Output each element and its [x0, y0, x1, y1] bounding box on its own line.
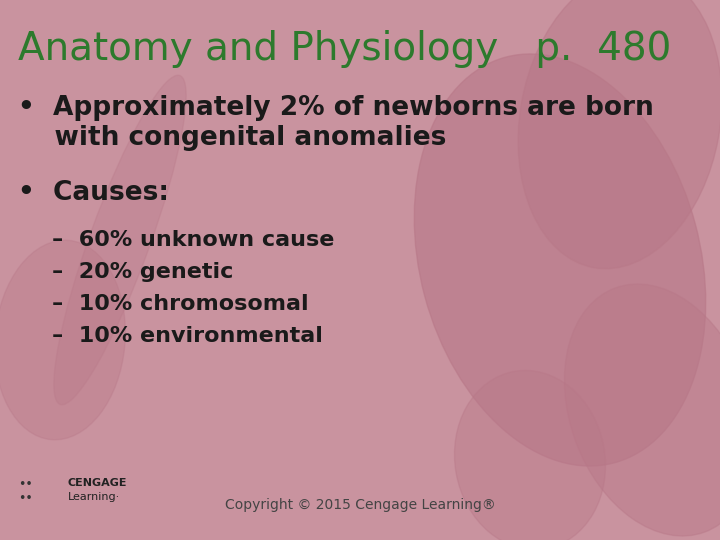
Text: Learning·: Learning· — [68, 492, 120, 502]
Text: –  10% environmental: – 10% environmental — [52, 326, 323, 346]
Text: Copyright © 2015 Cengage Learning®: Copyright © 2015 Cengage Learning® — [225, 498, 495, 512]
Ellipse shape — [414, 54, 706, 466]
Ellipse shape — [518, 0, 720, 269]
Text: CENGAGE: CENGAGE — [68, 478, 127, 488]
Text: –  20% genetic: – 20% genetic — [52, 262, 233, 282]
Text: with congenital anomalies: with congenital anomalies — [18, 125, 446, 151]
Text: –  60% unknown cause: – 60% unknown cause — [52, 230, 334, 250]
Text: Anatomy and Physiology   p.  480: Anatomy and Physiology p. 480 — [18, 30, 671, 68]
Text: ••
••: •• •• — [18, 478, 32, 505]
Text: –  10% chromosomal: – 10% chromosomal — [52, 294, 309, 314]
Ellipse shape — [0, 240, 125, 440]
Text: •  Causes:: • Causes: — [18, 180, 169, 206]
Ellipse shape — [454, 370, 606, 540]
Ellipse shape — [54, 75, 186, 405]
Ellipse shape — [564, 284, 720, 536]
Text: •  Approximately 2% of newborns are born: • Approximately 2% of newborns are born — [18, 95, 654, 121]
